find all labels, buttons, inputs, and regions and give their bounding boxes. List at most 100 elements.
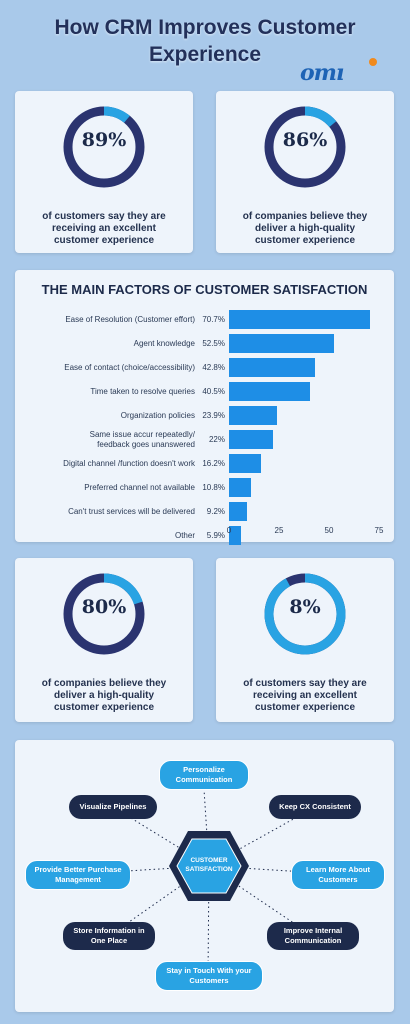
stat-value: 80% <box>81 596 127 618</box>
bar-category-line: feedback goes unanswered <box>97 440 195 449</box>
page-title: How CRM Improves Customer Experience <box>0 14 410 68</box>
benefit-label-line: One Place <box>90 936 128 945</box>
bar-category-line: Agent knowledge <box>133 339 195 348</box>
stat-line: of customers say they are <box>243 678 367 689</box>
stat-line: deliver a high-quality <box>254 223 356 234</box>
stat-line: receiving an excellent <box>52 223 156 234</box>
chart-title: THE MAIN FACTORS OF CUSTOMER SATISFACTIO… <box>41 282 368 297</box>
logo-dot <box>369 58 377 66</box>
ring-accent-arc <box>264 106 346 188</box>
stat-description: of customers say they are receiving an e… <box>224 678 386 714</box>
stat-ring <box>63 106 145 188</box>
benefit-label-line: Communication <box>175 775 233 784</box>
ring-accent-arc <box>264 573 346 655</box>
bar <box>229 430 273 449</box>
benefit-node: Keep CX Consistent <box>269 795 361 819</box>
bar-category-line: Other <box>174 531 195 540</box>
bar-category-label: Same issue accur repeatedly/feedback goe… <box>5 430 195 450</box>
logo-text: om <box>300 60 337 86</box>
bar-value-label: 52.5% <box>202 339 225 348</box>
title-line-2: Experience <box>148 43 262 66</box>
stat-ring <box>264 106 346 188</box>
x-tick-label: 75 <box>374 526 384 535</box>
connector-line <box>208 865 338 875</box>
benefit-node: Store Information in One Place <box>63 922 155 950</box>
bar-category-label: Can't trust services will be delivered <box>5 507 195 517</box>
center-line-1: CUSTOMER <box>190 857 228 864</box>
stat-card-companies-bottom: 80% of companies believe they deliver a … <box>15 558 193 722</box>
bar-category-label: Organization policies <box>5 411 195 421</box>
bar <box>229 358 315 377</box>
stat-ring <box>63 573 145 655</box>
bar-value-label: 5.9% <box>206 531 225 540</box>
bar-category-line: Preferred channel not available <box>84 483 195 492</box>
stat-value: 89% <box>81 129 127 151</box>
bar-category-line: Ease of contact (choice/accessibility) <box>64 363 195 372</box>
benefit-label: Stay in Touch With your Customers <box>166 966 251 986</box>
bar-category-line: Digital channel /function doesn't work <box>63 459 195 468</box>
bar <box>229 454 262 473</box>
stat-card-companies-top: 86% of companies believe they deliver a … <box>216 91 394 253</box>
stat-value: 8% <box>289 596 321 618</box>
stat-line: customer experience <box>53 702 155 713</box>
benefit-label-line: Personalize <box>183 765 225 774</box>
x-tick-label: 25 <box>274 526 284 535</box>
benefit-label-line: Improve Internal <box>283 926 343 935</box>
benefit-label: Personalize Communication <box>176 765 233 785</box>
benefit-label: Provide Better Purchase Management <box>34 865 121 885</box>
benefit-label-line: Stay in Touch With your <box>166 966 252 975</box>
bar-category-label: Ease of contact (choice/accessibility) <box>5 363 195 373</box>
stat-line: of customers say they are <box>42 211 166 222</box>
bar <box>229 382 310 401</box>
benefit-node: Personalize Communication <box>159 760 249 790</box>
bar-category-label: Agent knowledge <box>5 339 195 349</box>
bar-value-label: 70.7% <box>202 315 225 324</box>
stat-line: receiving an excellent <box>253 690 357 701</box>
stat-ring <box>264 573 346 655</box>
benefit-label-line: Learn More About <box>306 865 370 874</box>
benefit-label-line: Communication <box>284 936 342 945</box>
omi-logo: omı <box>300 58 388 86</box>
stat-line: customer experience <box>254 702 356 713</box>
bar-category-line: Can't trust services will be delivered <box>68 507 195 516</box>
bar-category-line: Ease of Resolution (Customer effort) <box>65 315 195 324</box>
benefit-label: Keep CX Consistent <box>279 802 351 812</box>
bar-value-label: 10.8% <box>202 483 225 492</box>
bar-category-label: Time taken to resolve queries <box>5 387 195 397</box>
logo-i: ı <box>335 60 344 86</box>
ring-accent-arc <box>63 573 145 655</box>
benefit-node: Stay in Touch With your Customers <box>155 961 263 991</box>
bar-category-line: Organization policies <box>120 411 195 420</box>
bar-value-label: 22% <box>208 435 225 444</box>
benefit-label-line: Customers <box>318 875 358 884</box>
benefit-label-line: Customers <box>189 976 229 985</box>
benefit-label-line: Management <box>55 875 101 884</box>
benefit-node: Provide Better Purchase Management <box>25 860 131 890</box>
x-tick-label: 0 <box>226 526 232 535</box>
stat-value: 86% <box>282 129 328 151</box>
bar <box>229 334 334 353</box>
bar-category-line: Time taken to resolve queries <box>90 387 195 396</box>
bar <box>229 406 277 425</box>
benefit-label: Visualize Pipelines <box>80 802 147 812</box>
ring-accent-arc <box>63 106 145 188</box>
bar <box>229 502 248 521</box>
bar-category-label: Preferred channel not available <box>5 483 195 493</box>
stat-line: of companies believe they <box>41 678 167 689</box>
bar-category-label: Digital channel /function doesn't work <box>5 459 195 469</box>
bar-category-label: Ease of Resolution (Customer effort) <box>5 315 195 325</box>
benefit-node: Improve Internal Communication <box>267 922 359 950</box>
stat-card-customers-top: 89% of customers say they are receiving … <box>15 91 193 253</box>
bar-value-label: 40.5% <box>202 387 225 396</box>
crm-benefits-diagram: CUSTOMER SATISFACTION Personalize Communi… <box>15 740 394 1012</box>
center-label: CUSTOMER SATISFACTION <box>167 856 251 874</box>
bar-value-label: 42.8% <box>202 363 225 372</box>
benefit-label-line: Provide Better Purchase <box>34 865 122 874</box>
stat-line: customer experience <box>53 235 155 246</box>
benefit-label: Store Information in One Place <box>73 926 144 946</box>
bar <box>229 310 371 329</box>
title-line-1: How CRM Improves Customer <box>54 16 356 39</box>
center-line-2: SATISFACTION <box>185 866 233 873</box>
center-hexagon <box>169 831 249 901</box>
stat-line: of companies believe they <box>242 211 368 222</box>
